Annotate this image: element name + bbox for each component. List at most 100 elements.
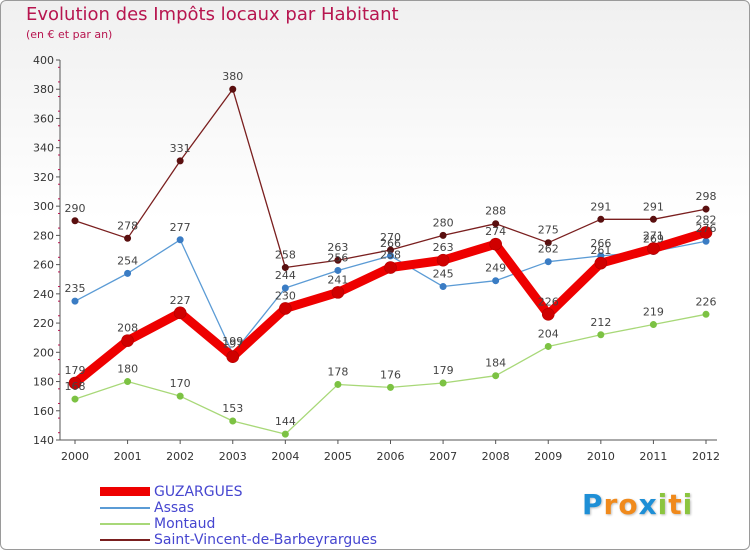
logo-letter: i [657, 488, 669, 521]
legend-swatch [100, 507, 150, 509]
data-point [597, 331, 605, 339]
data-label: 176 [380, 368, 401, 381]
data-label: 263 [327, 241, 348, 254]
data-label: 262 [538, 243, 559, 256]
data-point [544, 342, 552, 350]
y-tick-label: 260 [33, 259, 54, 272]
data-point [176, 392, 184, 400]
data-point [334, 266, 342, 274]
proxiti-logo: Proxiti [582, 488, 693, 521]
data-label: 282 [696, 213, 717, 226]
data-label: 144 [275, 415, 296, 428]
x-tick-label: 2003 [219, 450, 247, 463]
data-point [597, 215, 605, 223]
x-tick-label: 2000 [61, 450, 89, 463]
data-label: 256 [327, 251, 348, 264]
data-point [124, 378, 132, 386]
data-point [279, 302, 292, 315]
data-point [331, 286, 345, 299]
data-label: 241 [327, 273, 348, 286]
data-label: 226 [538, 295, 559, 308]
data-label: 235 [65, 282, 86, 295]
data-label: 380 [222, 70, 243, 83]
data-label: 291 [643, 200, 664, 213]
data-label: 298 [696, 190, 717, 203]
data-label: 226 [696, 295, 717, 308]
data-point [281, 430, 289, 438]
x-tick-label: 2002 [166, 450, 194, 463]
data-point [492, 277, 500, 285]
data-label: 179 [433, 364, 454, 377]
data-label: 266 [590, 237, 611, 250]
data-label: 278 [117, 219, 138, 232]
data-point [386, 252, 394, 260]
y-tick-label: 240 [33, 288, 54, 301]
x-tick-label: 2001 [114, 450, 142, 463]
data-label: 184 [485, 357, 506, 370]
data-label: 244 [275, 269, 296, 282]
data-point [699, 226, 713, 239]
x-tick-label: 2006 [377, 450, 405, 463]
x-tick-label: 2008 [482, 450, 510, 463]
y-tick-label: 360 [33, 112, 54, 125]
data-point [594, 256, 608, 270]
data-point [71, 297, 79, 305]
data-point [68, 376, 82, 390]
x-tick-label: 2009 [534, 450, 562, 463]
data-point [544, 239, 552, 247]
x-tick-label: 2011 [639, 450, 667, 463]
data-point [492, 220, 500, 228]
data-label: 258 [380, 249, 401, 262]
data-label: 170 [170, 377, 191, 390]
y-tick-label: 200 [33, 346, 54, 359]
data-point [439, 379, 447, 387]
data-label: 263 [433, 241, 454, 254]
data-label: 179 [65, 364, 86, 377]
logo-letter: x [638, 488, 658, 521]
logo-letter: t [668, 488, 683, 521]
logo-letter: i [682, 488, 694, 521]
data-point [702, 310, 710, 318]
data-label: 180 [117, 363, 138, 376]
data-label: 270 [380, 231, 401, 244]
data-point [386, 383, 394, 391]
legend-label: Saint-Vincent-de-Barbeyrargues [154, 532, 377, 548]
chart-title: Evolution des Impôts locaux par Habitant [26, 4, 399, 25]
data-label: 277 [170, 221, 191, 234]
y-tick-label: 320 [33, 171, 54, 184]
y-tick-label: 160 [33, 405, 54, 418]
data-label: 208 [117, 322, 138, 335]
data-label: 291 [590, 200, 611, 213]
legend-swatch [100, 487, 150, 496]
data-point [649, 321, 657, 329]
data-label: 261 [590, 244, 611, 257]
data-label: 288 [485, 205, 506, 218]
y-tick-label: 280 [33, 229, 54, 242]
data-point [124, 234, 132, 242]
data-point [541, 308, 555, 321]
data-label: 290 [65, 202, 86, 215]
legend-label: Assas [154, 500, 195, 516]
data-label: 199 [222, 335, 243, 348]
data-point [647, 242, 660, 255]
data-point [489, 237, 502, 251]
data-label: 227 [170, 294, 191, 307]
data-label: 271 [643, 230, 664, 243]
y-tick-label: 400 [33, 54, 54, 67]
data-label: 269 [643, 232, 664, 245]
data-point [384, 261, 397, 274]
data-point [492, 372, 500, 380]
data-point [334, 380, 342, 388]
data-label: 212 [590, 316, 611, 329]
x-tick-label: 2004 [271, 450, 299, 463]
data-label: 168 [65, 380, 86, 393]
chart-subtitle: (en € et par an) [26, 28, 113, 41]
data-label: 249 [485, 262, 506, 275]
data-label: 331 [170, 142, 191, 155]
data-point [71, 217, 79, 225]
data-point [226, 350, 240, 363]
legend-label: Montaud [154, 516, 216, 532]
data-label: 219 [643, 306, 664, 319]
data-point [229, 85, 237, 93]
data-point [173, 306, 187, 320]
